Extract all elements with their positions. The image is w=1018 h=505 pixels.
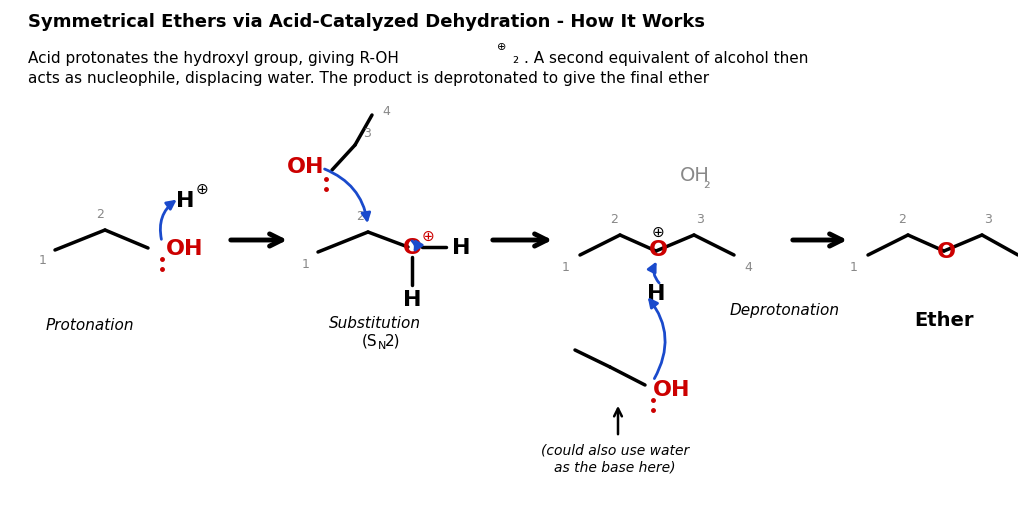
FancyArrowPatch shape [412, 241, 422, 250]
Text: ⊕: ⊕ [652, 224, 665, 239]
Text: 2: 2 [356, 210, 364, 223]
Text: ⊕: ⊕ [195, 181, 209, 196]
FancyArrowPatch shape [161, 202, 174, 240]
Text: 2: 2 [610, 213, 618, 226]
Text: H: H [452, 237, 470, 258]
Text: acts as nucleophile, displacing water. The product is deprotonated to give the f: acts as nucleophile, displacing water. T… [29, 70, 710, 85]
Text: ₂: ₂ [703, 174, 710, 191]
Text: 1: 1 [850, 261, 858, 274]
Text: Acid protonates the hydroxyl group, giving R-OH: Acid protonates the hydroxyl group, givi… [29, 50, 399, 65]
Text: N: N [378, 340, 387, 350]
Text: 3: 3 [696, 213, 703, 226]
Text: 2: 2 [898, 213, 906, 226]
Text: (could also use water: (could also use water [541, 443, 689, 457]
Text: Protonation: Protonation [46, 318, 134, 333]
Text: O: O [402, 237, 421, 258]
Text: OH: OH [653, 379, 690, 399]
Text: Ether: Ether [914, 311, 974, 330]
Text: H: H [646, 283, 665, 304]
Text: OH: OH [166, 238, 204, 259]
Text: 1: 1 [302, 258, 309, 271]
Text: ⊕: ⊕ [421, 228, 435, 243]
FancyArrowPatch shape [649, 300, 665, 379]
Text: O: O [937, 241, 956, 262]
Text: H: H [176, 190, 194, 211]
Text: 3: 3 [984, 213, 992, 226]
Text: 3: 3 [363, 127, 371, 140]
Text: Symmetrical Ethers via Acid-Catalyzed Dehydration - How It Works: Symmetrical Ethers via Acid-Catalyzed De… [29, 13, 705, 31]
Text: ₂ . A second equivalent of alcohol then: ₂ . A second equivalent of alcohol then [513, 50, 808, 65]
Text: 4: 4 [382, 105, 390, 118]
Text: 2): 2) [385, 333, 400, 348]
Text: Deprotonation: Deprotonation [730, 303, 840, 318]
Text: 1: 1 [39, 254, 47, 267]
Text: ⊕: ⊕ [498, 42, 507, 52]
FancyArrowPatch shape [648, 265, 659, 283]
Text: (S: (S [362, 333, 378, 348]
Text: Substitution: Substitution [329, 316, 421, 331]
Text: OH: OH [680, 166, 710, 185]
Text: H: H [403, 289, 421, 310]
Text: OH: OH [286, 157, 324, 177]
Text: 4: 4 [744, 261, 752, 274]
Text: as the base here): as the base here) [554, 460, 676, 474]
Text: O: O [648, 239, 668, 260]
FancyArrowPatch shape [325, 170, 370, 221]
Text: 2: 2 [96, 208, 104, 221]
Text: 1: 1 [562, 261, 570, 274]
